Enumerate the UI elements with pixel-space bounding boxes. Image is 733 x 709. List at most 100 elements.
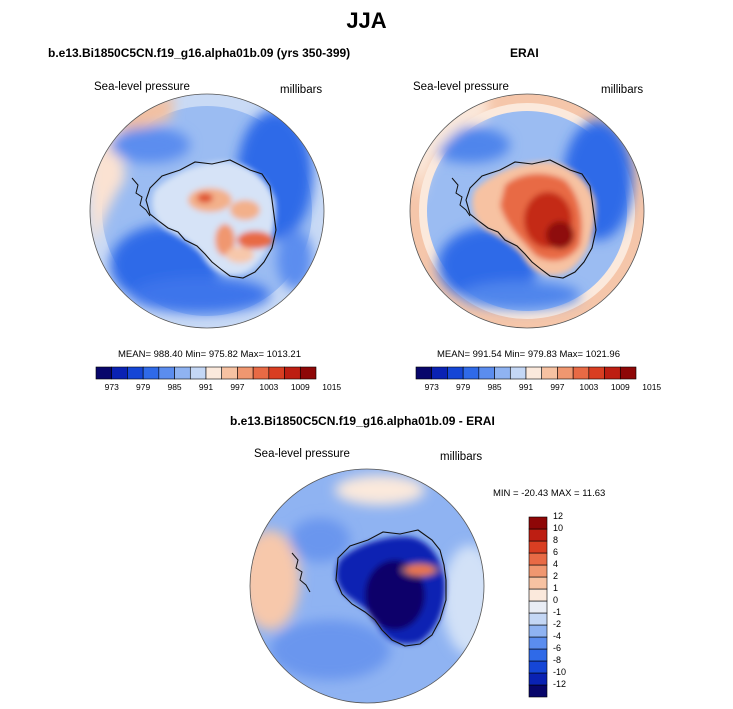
diff-colorbar-swatch [528,540,548,554]
left-variable-label: Sea-level pressure [94,81,190,93]
diff-colorbar [528,516,548,698]
left-colorbar-swatch [252,366,270,380]
diff-colorbar-tick-label: -8 [553,655,562,665]
right-colorbar-tick-label: 979 [456,382,471,392]
diff-colorbar-tick-label: -6 [553,643,562,653]
left-colorbar-swatch [95,366,113,380]
left-colorbar-swatch [142,366,160,380]
diff-colorbar-swatch [528,552,548,566]
diff-colorbar-swatch [528,516,548,530]
right-colorbar-swatch [431,366,448,380]
left-colorbar-swatch [299,366,317,380]
left-colorbar-tick-label: 997 [230,382,245,392]
diff-colorbar-swatch [528,576,548,590]
right-colorbar-swatch [478,366,495,380]
diff-stats: MIN = -20.43 MAX = 11.63 [493,488,606,499]
right-panel-title: ERAI [510,46,539,60]
diff-colorbar-tick-label: -1 [553,607,562,617]
left-colorbar-swatch [284,366,301,380]
right-colorbar-tick-label: 1009 [610,382,630,392]
diff-antarctica-coastline [335,529,447,647]
diff-colorbar-tick-label: 2 [553,571,559,581]
diff-colorbar-tick-label: 10 [553,523,564,533]
right-colorbar-swatch [619,366,637,380]
left-colorbar-tick-label: 1003 [259,382,279,392]
diff-panel-title: b.e13.Bi1850C5CN.f19_g16.alpha01b.09 - E… [230,414,495,428]
left-colorbar-swatch [268,366,285,380]
diff-colorbar-swatch [528,636,548,650]
right-units-label: millibars [601,84,644,96]
diff-south-america-coast [291,552,311,593]
diff-colorbar-tick-label: -12 [553,679,567,689]
diff-colorbar-swatch [528,564,548,578]
right-stats: MEAN= 991.54 Min= 979.83 Max= 1021.96 [437,349,620,360]
left-colorbar [95,366,317,380]
diff-colorbar-tick-label: 4 [553,559,559,569]
left-units-label: millibars [280,84,323,96]
right-colorbar-tick-label: 991 [518,382,534,392]
diff-colorbar-tick-label: -10 [553,667,567,677]
diff-variable-label: Sea-level pressure [254,448,350,460]
right-colorbar-swatch [588,366,605,380]
right-colorbar [415,366,637,380]
diff-units-label: millibars [440,451,483,463]
left-south-america-coast [131,177,151,217]
left-colorbar-tick-label: 979 [136,382,151,392]
diff-colorbar-tick-label: 6 [553,547,559,557]
diff-colorbar-tick-label: 0 [553,595,559,605]
left-colorbar-tick-label: 1009 [290,382,310,392]
left-stats: MEAN= 988.40 Min= 975.82 Max= 1013.21 [118,349,301,360]
right-colorbar-swatch [447,366,464,380]
diff-colorbar-swatch [528,624,548,638]
left-colorbar-tick-label: 1015 [322,382,342,392]
diff-colorbar-tick-label: 12 [553,511,564,521]
diff-colorbar-swatch [528,660,548,674]
diff-colorbar-tick-label: 1 [553,583,559,593]
right-colorbar-tick-label: 973 [424,382,439,392]
right-map [410,94,644,328]
right-colorbar-swatch [494,366,511,380]
diff-colorbar-swatch [528,600,548,614]
right-colorbar-swatch [572,366,590,380]
left-colorbar-swatch [205,366,223,380]
right-colorbar-swatch [557,366,574,380]
diff-colorbar-tick-label: 8 [553,535,559,545]
right-colorbar-swatch [604,366,621,380]
left-colorbar-swatch [237,366,254,380]
diff-colorbar-tick-label: -4 [553,631,562,641]
left-colorbar-tick-label: 973 [104,382,119,392]
right-colorbar-swatch [541,366,558,380]
right-colorbar-tick-label: 1003 [579,382,599,392]
diff-colorbar-swatch [528,684,548,698]
left-colorbar-swatch [189,366,207,380]
diff-colorbar-tick-label: -2 [553,619,562,629]
left-colorbar-swatch [174,366,191,380]
diff-colorbar-swatch [528,612,548,626]
diff-map [250,469,484,703]
right-south-america-coast [451,177,471,217]
right-colorbar-tick-label: 985 [487,382,502,392]
left-colorbar-tick-label: 991 [198,382,214,392]
diff-colorbar-swatch [528,672,548,686]
right-colorbar-tick-label: 997 [550,382,565,392]
left-antarctica-coastline [145,159,277,279]
left-colorbar-tick-label: 985 [167,382,182,392]
right-colorbar-swatch [525,366,543,380]
left-colorbar-swatch [221,366,238,380]
diff-colorbar-swatch [528,588,548,602]
left-panel-title: b.e13.Bi1850C5CN.f19_g16.alpha01b.09 (yr… [48,46,351,60]
right-colorbar-swatch [415,366,433,380]
right-antarctica-coastline [465,159,597,279]
right-colorbar-swatch [462,366,480,380]
right-variable-label: Sea-level pressure [413,81,509,93]
left-colorbar-swatch [111,366,128,380]
figure-title: JJA [346,8,387,33]
diff-colorbar-swatch [528,528,548,542]
diff-colorbar-swatch [528,648,548,662]
left-colorbar-swatch [158,366,175,380]
right-colorbar-tick-label: 1015 [642,382,662,392]
left-map [90,94,324,328]
left-colorbar-swatch [127,366,144,380]
right-colorbar-swatch [509,366,527,380]
